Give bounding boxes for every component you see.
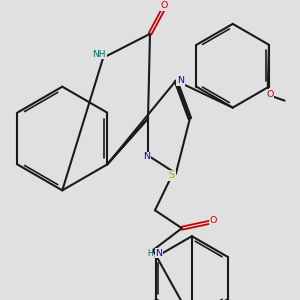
Text: N: N — [155, 249, 163, 258]
Text: NH: NH — [92, 50, 106, 59]
Text: H: H — [147, 249, 153, 258]
Text: O: O — [266, 90, 274, 99]
Text: N: N — [177, 76, 184, 85]
Text: O: O — [160, 1, 168, 10]
Text: S: S — [169, 170, 175, 180]
Text: O: O — [210, 216, 217, 225]
Text: N: N — [143, 152, 150, 161]
